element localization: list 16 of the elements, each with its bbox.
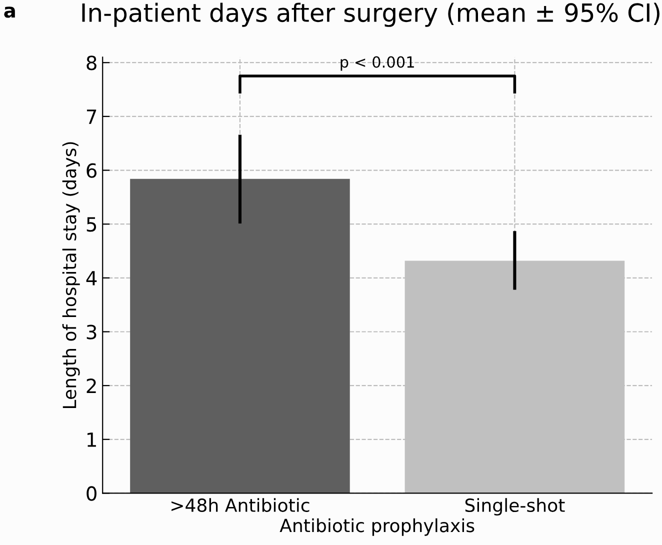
text: a — [4, 6, 15, 18]
y-tick-label: 0 — [86, 486, 96, 501]
chart-title: In-patient days after surgery (mean ± 95% CI) — [82, 2, 660, 27]
y-tick-label: 3 — [86, 324, 96, 340]
y-tick-label: 2 — [86, 378, 96, 393]
y-tick-label: 8 — [86, 56, 96, 70]
y-tick-label: 6 — [86, 163, 97, 178]
y-tick-label: 4 — [86, 271, 97, 286]
x-tick-label: Single-shot — [465, 498, 565, 516]
y-tick-label: 1 — [88, 432, 96, 447]
y-tick-label: 7 — [86, 110, 96, 124]
y-axis-title: Length of hospital stay (days) — [62, 142, 80, 408]
annotation: p < 0.001 — [340, 56, 414, 71]
x-tick-label: >48h Antibiotic — [172, 498, 310, 512]
y-tick-label: 5 — [86, 217, 96, 232]
x-axis-title: Antibiotic prophylaxis — [280, 518, 474, 536]
